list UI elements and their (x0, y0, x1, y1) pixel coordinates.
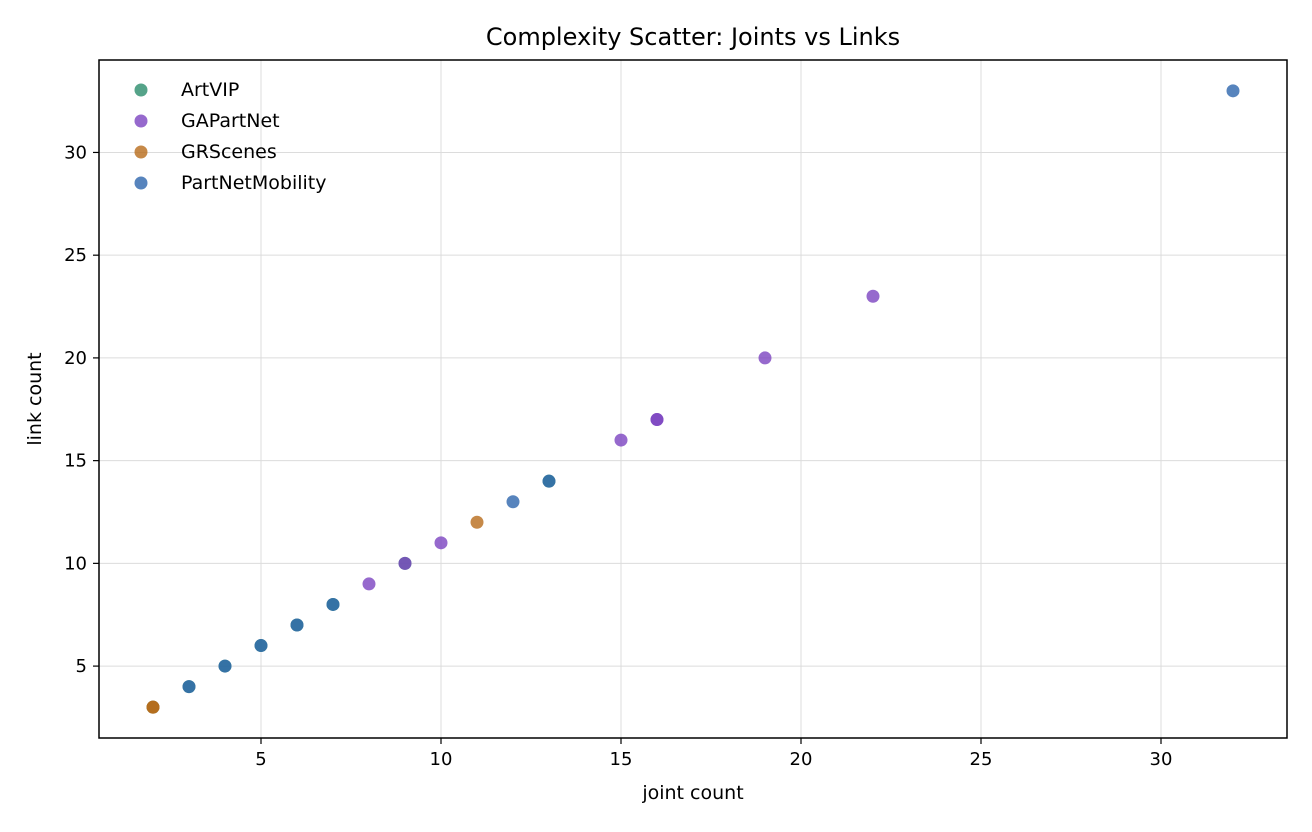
y-tick-label: 15 (64, 451, 87, 472)
grscenes-point (146, 700, 160, 714)
legend-marker-grscenes (134, 145, 148, 159)
gapartnet-point (398, 556, 412, 570)
x-tick-label: 15 (610, 749, 633, 770)
legend-label-artvip: ArtVIP (181, 79, 239, 101)
legend-label-gapartnet: GAPartNet (181, 110, 280, 132)
y-tick-label: 25 (64, 245, 87, 266)
grid-lines (99, 60, 1287, 738)
x-tick-label: 25 (970, 749, 993, 770)
axis-ticks: 5 10 15 20 25 30 5 10 15 20 25 30 (64, 142, 1172, 770)
gapartnet-point (866, 289, 880, 303)
x-axis-title: joint count (641, 782, 743, 804)
gapartnet-point (362, 577, 376, 591)
data-points (146, 84, 1240, 714)
partnetmobility-point (254, 639, 268, 653)
gapartnet-point (434, 536, 448, 550)
legend: ArtVIP GAPartNet GRScenes PartNetMobility (134, 79, 326, 194)
chart-title: Complexity Scatter: Joints vs Links (486, 23, 900, 51)
legend-marker-partnetmobility (134, 176, 148, 190)
grscenes-point (470, 515, 484, 529)
legend-label-partnetmobility: PartNetMobility (181, 172, 326, 194)
plot-frame (98, 59, 1288, 739)
gapartnet-point (614, 433, 628, 447)
x-tick-label: 10 (430, 749, 453, 770)
gapartnet-point (758, 351, 772, 365)
partnetmobility-point (506, 495, 520, 509)
legend-marker-gapartnet (134, 114, 148, 128)
partnetmobility-point (542, 474, 556, 488)
x-tick-label: 30 (1150, 749, 1173, 770)
legend-label-grscenes: GRScenes (181, 141, 277, 163)
partnetmobility-point (290, 618, 304, 632)
y-axis-title: link count (24, 352, 46, 445)
x-tick-label: 20 (790, 749, 813, 770)
y-tick-label: 10 (64, 553, 87, 574)
y-tick-label: 20 (64, 348, 87, 369)
partnetmobility-point (1226, 84, 1240, 98)
gapartnet-point (650, 413, 664, 427)
y-tick-label: 30 (64, 142, 87, 163)
partnetmobility-point (182, 680, 196, 694)
partnetmobility-point (326, 597, 340, 611)
partnetmobility-point (218, 659, 232, 673)
legend-marker-artvip (134, 83, 148, 97)
x-tick-label: 5 (255, 749, 266, 770)
y-tick-label: 5 (76, 656, 87, 677)
